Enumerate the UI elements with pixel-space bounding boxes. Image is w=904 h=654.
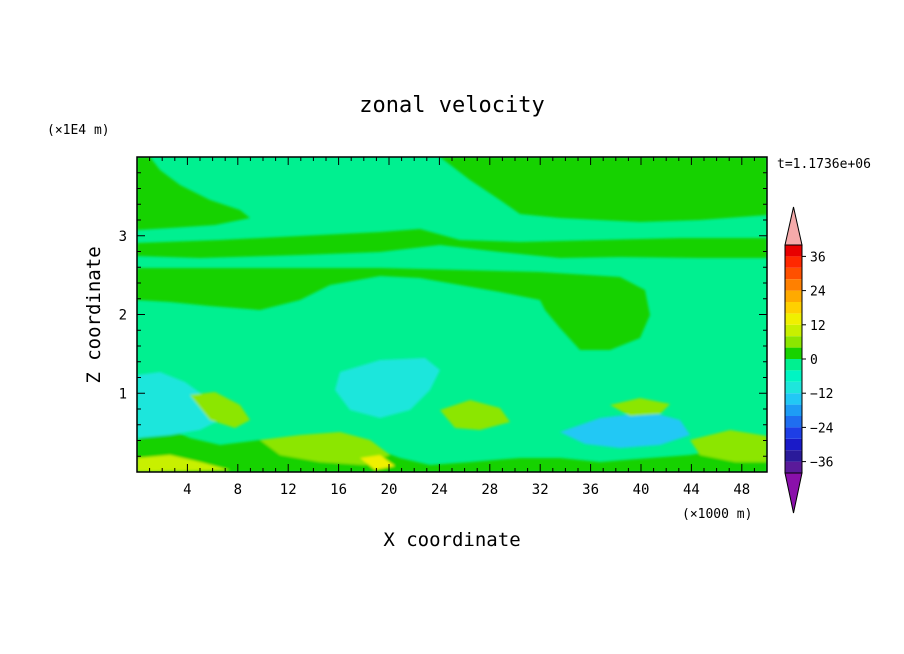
colorbar-label: 36	[810, 250, 826, 265]
x-tick-label: 32	[532, 482, 549, 498]
positive-patch-e	[690, 430, 767, 462]
y-ticks: 1 2 3	[119, 172, 767, 457]
colorbar-label: −24	[810, 421, 834, 436]
large-positive-region	[137, 268, 650, 350]
colorbar-segment	[785, 461, 802, 473]
colorbar: 36 24 12 0 −12 −24 −36	[784, 206, 834, 514]
y-tick-label: 1	[119, 386, 127, 402]
negative-center-region	[335, 358, 440, 418]
positive-patch-g	[360, 455, 395, 470]
colorbar-segment	[785, 416, 802, 428]
colorbar-label: −36	[810, 456, 833, 471]
negative-left-region	[137, 372, 220, 438]
y-axis-label: Z coordinate	[83, 246, 105, 383]
positive-patch-c	[260, 432, 390, 465]
x-tick-label: 12	[280, 482, 297, 498]
colorbar-segment	[785, 438, 802, 451]
lower-positive-region	[137, 425, 767, 472]
y-tick-label: 3	[119, 229, 127, 245]
colorbar-segment	[785, 370, 802, 382]
colorbar-segment	[785, 381, 802, 394]
x-tick-label: 24	[431, 482, 448, 498]
colorbar-segment	[785, 302, 802, 314]
colorbar-segment	[785, 267, 802, 280]
colorbar-segment	[785, 359, 802, 371]
upper-right-positive-region	[440, 157, 767, 222]
y-unit-label: (×1E4 m)	[47, 123, 110, 138]
colorbar-label: 0	[810, 353, 818, 368]
x-tick-label: 20	[381, 482, 398, 498]
x-tick-label: 28	[481, 482, 498, 498]
colorbar-segment	[785, 245, 802, 257]
colorbar-segment	[785, 427, 802, 439]
colorbar-segment	[785, 347, 802, 359]
colorbar-segment	[785, 290, 802, 302]
colorbar-segment	[785, 324, 802, 337]
x-tick-label: 4	[183, 482, 191, 498]
positive-patch-d	[137, 455, 230, 472]
colorbar-under-triangle	[784, 472, 803, 514]
colorbar-over-triangle	[784, 206, 803, 246]
x-ticks: 4 8 12 16 20 24 28 32 36 40 44 48	[149, 157, 755, 498]
negative-right-region	[560, 412, 690, 448]
time-label: t=1.1736e+06	[777, 157, 871, 172]
x-tick-label: 36	[582, 482, 599, 498]
positive-patch-b	[440, 400, 510, 430]
positive-patch-f	[610, 398, 670, 416]
positive-patch-a	[190, 392, 250, 428]
chart-title: zonal velocity	[359, 93, 544, 118]
colorbar-segment	[785, 393, 802, 405]
colorbar-segment	[785, 313, 802, 325]
colorbar-segment	[785, 256, 802, 268]
colorbar-segment	[785, 450, 802, 462]
x-unit-label: (×1000 m)	[682, 507, 752, 522]
x-tick-label: 44	[683, 482, 700, 498]
middle-positive-band	[137, 229, 767, 258]
plot-area	[137, 157, 767, 472]
colorbar-segment	[785, 404, 802, 416]
colorbar-label: 12	[810, 319, 826, 334]
colorbar-label: −12	[810, 387, 833, 402]
x-axis-label: X coordinate	[383, 529, 520, 551]
y-tick-label: 2	[119, 308, 127, 324]
x-tick-label: 40	[633, 482, 650, 498]
colorbar-segment	[785, 279, 802, 291]
x-tick-label: 8	[234, 482, 242, 498]
upper-left-positive-region	[137, 157, 250, 230]
x-tick-label: 16	[330, 482, 347, 498]
colorbar-label: 24	[810, 285, 826, 300]
x-tick-label: 48	[733, 482, 750, 498]
colorbar-segment	[785, 336, 802, 348]
